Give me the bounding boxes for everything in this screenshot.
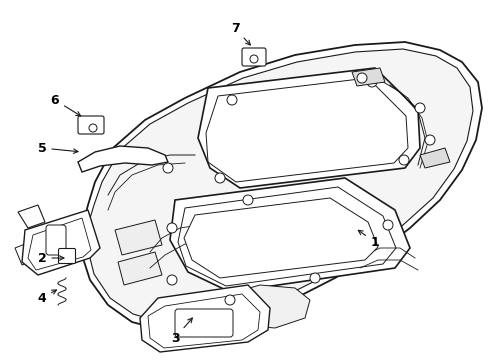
Polygon shape: [419, 148, 449, 168]
FancyBboxPatch shape: [59, 248, 75, 264]
Polygon shape: [170, 178, 409, 292]
Polygon shape: [15, 240, 42, 265]
Polygon shape: [140, 285, 269, 352]
Polygon shape: [18, 205, 45, 228]
Text: 3: 3: [170, 318, 192, 345]
FancyBboxPatch shape: [46, 225, 66, 255]
Polygon shape: [198, 68, 419, 188]
Circle shape: [414, 103, 424, 113]
Text: 4: 4: [38, 290, 57, 305]
FancyBboxPatch shape: [78, 116, 104, 134]
Circle shape: [89, 124, 97, 132]
Polygon shape: [115, 220, 162, 255]
Polygon shape: [88, 49, 472, 322]
Circle shape: [243, 195, 252, 205]
Circle shape: [309, 273, 319, 283]
FancyBboxPatch shape: [175, 309, 232, 337]
Circle shape: [215, 173, 224, 183]
Circle shape: [356, 73, 366, 83]
Polygon shape: [351, 68, 384, 86]
Text: 1: 1: [358, 230, 379, 248]
Circle shape: [226, 95, 237, 105]
Polygon shape: [183, 198, 377, 278]
Circle shape: [398, 155, 408, 165]
Polygon shape: [118, 252, 162, 285]
Text: 7: 7: [230, 22, 250, 45]
Text: 5: 5: [38, 141, 78, 154]
Polygon shape: [78, 146, 168, 172]
Text: 6: 6: [51, 94, 81, 116]
Circle shape: [424, 135, 434, 145]
Circle shape: [224, 295, 235, 305]
Circle shape: [167, 275, 177, 285]
Circle shape: [167, 223, 177, 233]
Polygon shape: [22, 210, 100, 275]
FancyBboxPatch shape: [242, 48, 265, 66]
Circle shape: [163, 163, 173, 173]
Polygon shape: [218, 285, 309, 328]
Polygon shape: [82, 42, 481, 330]
Circle shape: [366, 77, 376, 87]
Text: 2: 2: [38, 252, 64, 265]
Circle shape: [249, 55, 258, 63]
Circle shape: [382, 220, 392, 230]
